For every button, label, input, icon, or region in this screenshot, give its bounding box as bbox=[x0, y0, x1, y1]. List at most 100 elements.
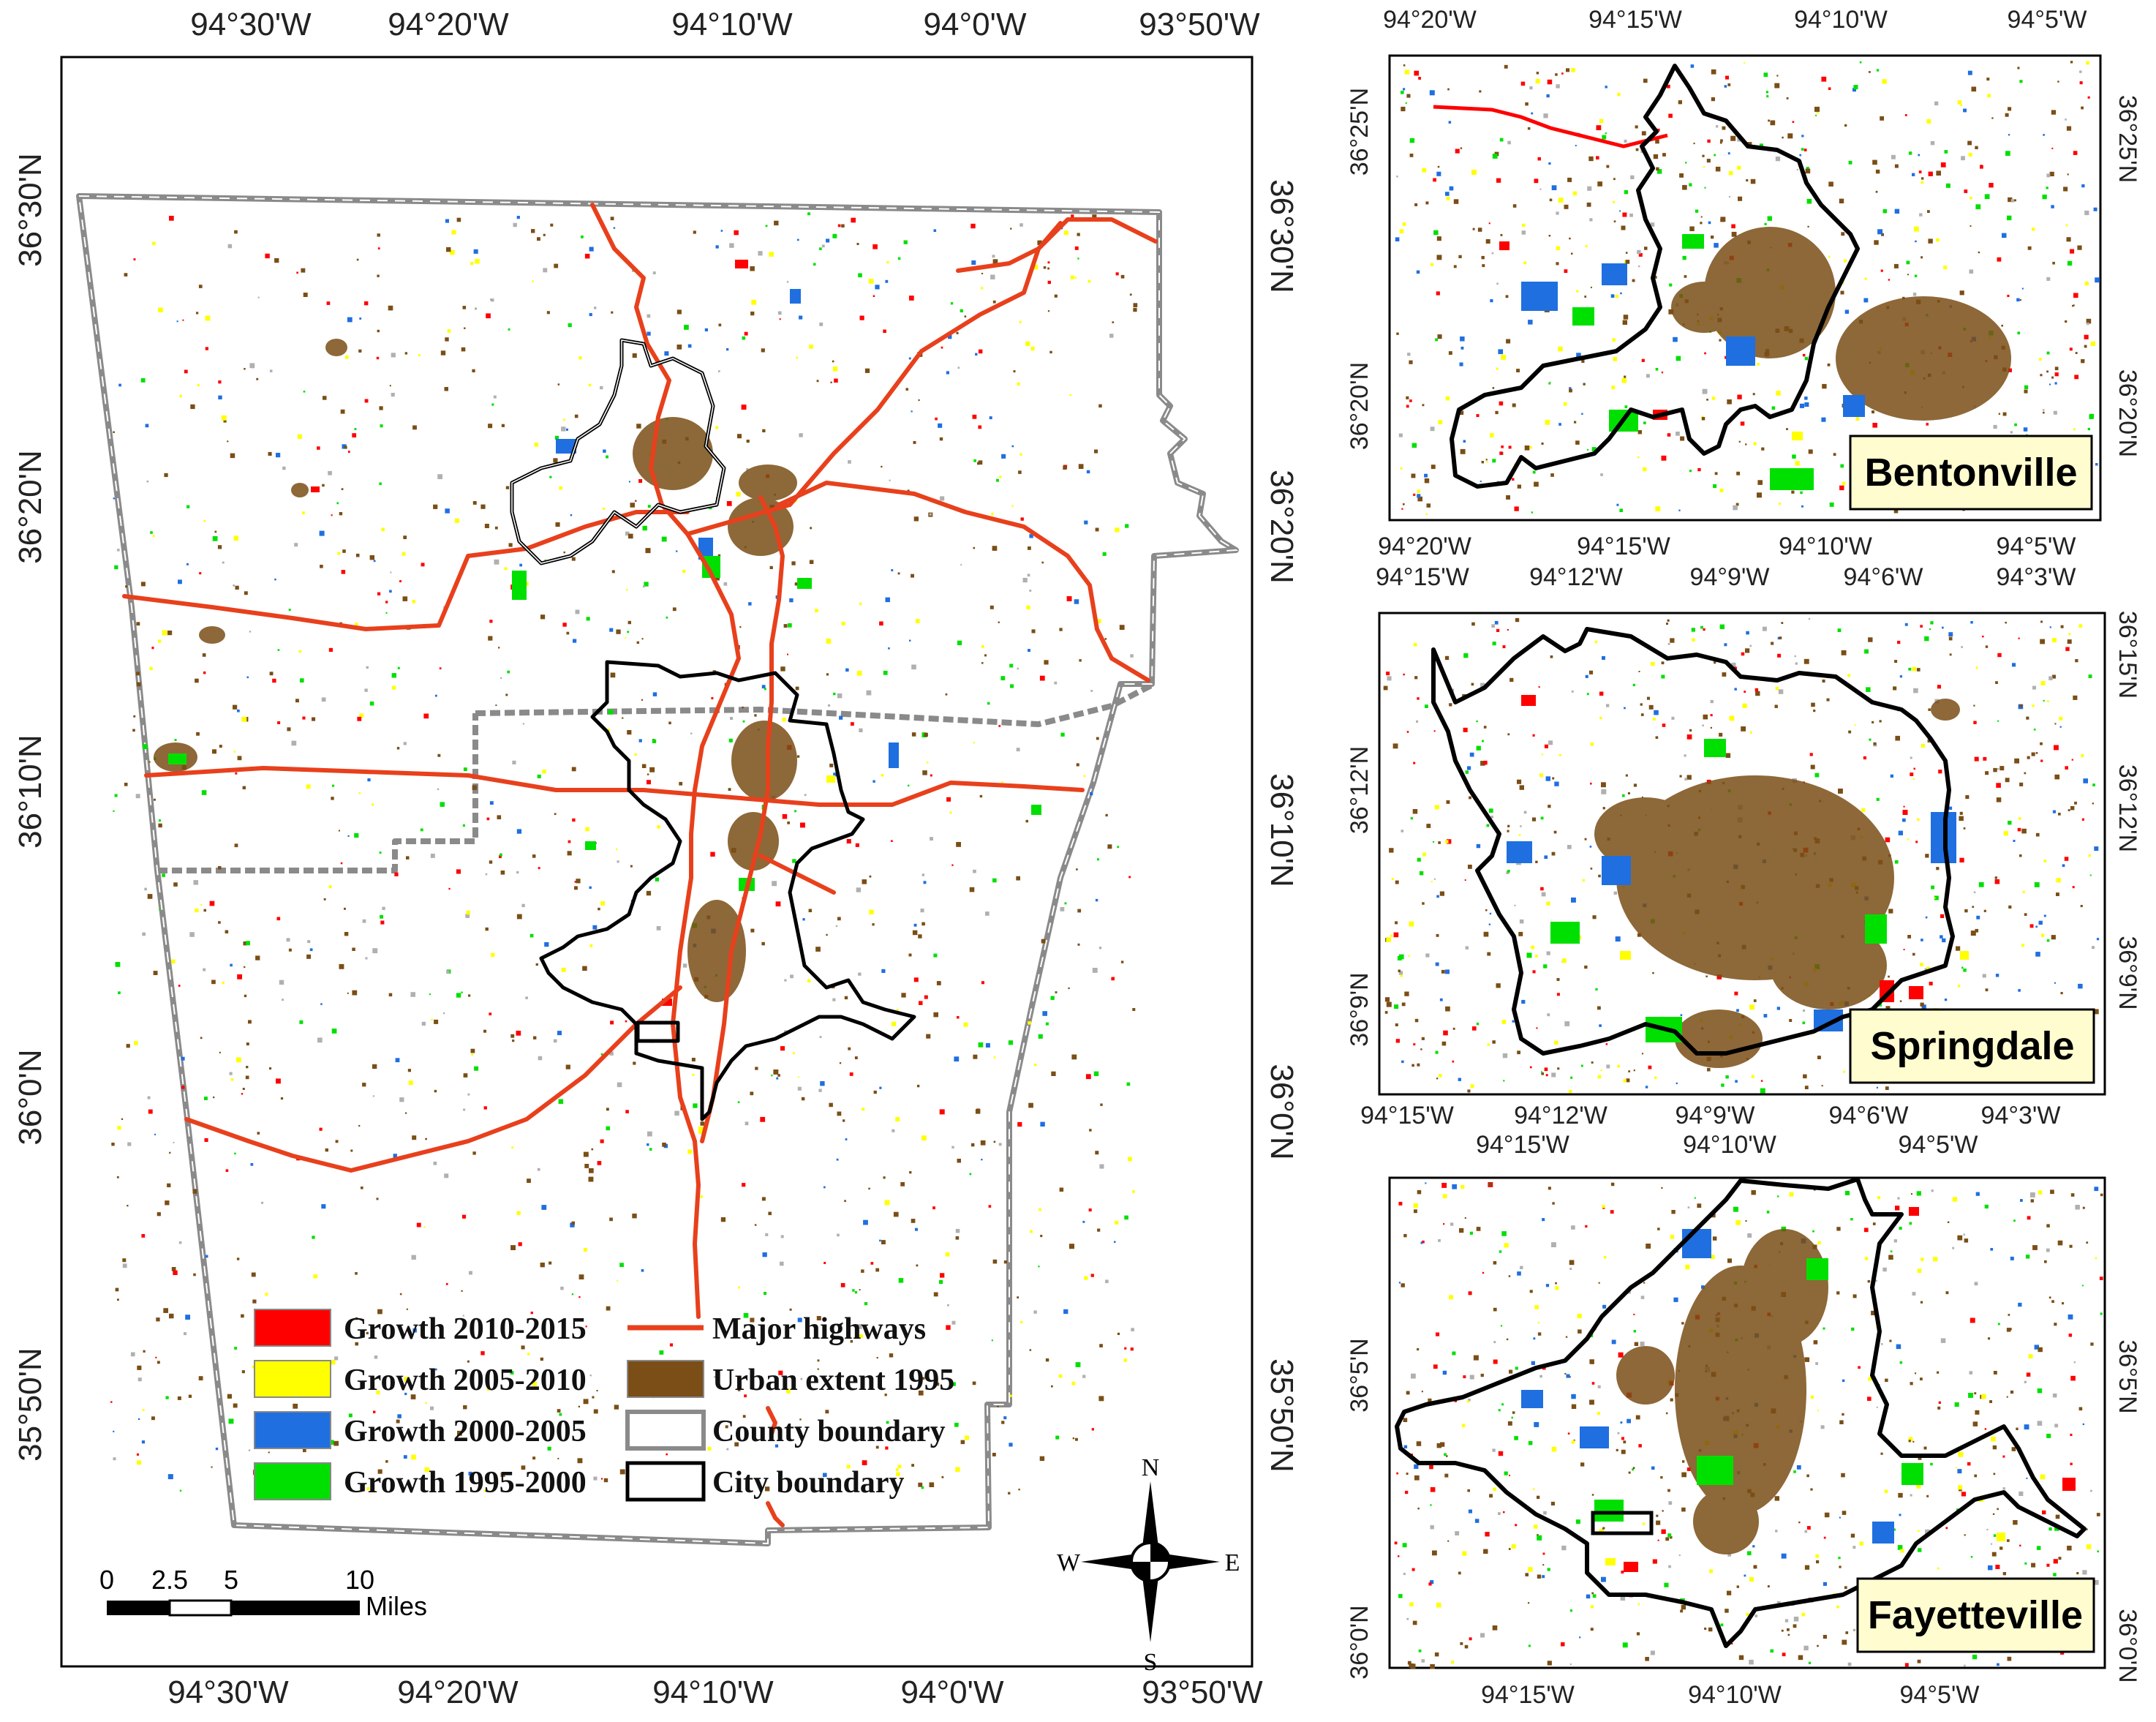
land-cover-speck bbox=[1885, 1086, 1889, 1090]
land-cover-speck bbox=[1991, 117, 1994, 119]
land-cover-speck bbox=[1753, 442, 1757, 445]
land-cover-speck bbox=[819, 247, 822, 250]
land-cover-speck bbox=[1793, 1470, 1796, 1473]
land-cover-speck bbox=[1646, 696, 1650, 700]
land-cover-speck bbox=[116, 1176, 119, 1178]
land-cover-speck bbox=[2038, 920, 2043, 925]
land-cover-speck bbox=[892, 1021, 897, 1026]
land-cover-speck bbox=[1424, 473, 1428, 478]
land-cover-speck bbox=[2036, 1546, 2041, 1550]
land-cover-speck bbox=[122, 1263, 127, 1268]
land-cover-speck bbox=[1539, 773, 1544, 778]
land-cover-speck bbox=[544, 559, 546, 561]
land-cover-speck bbox=[971, 260, 976, 265]
land-cover-speck bbox=[647, 780, 651, 785]
land-cover-speck bbox=[736, 492, 741, 497]
land-cover-speck bbox=[832, 998, 836, 1001]
land-cover-speck bbox=[162, 873, 165, 877]
land-cover-speck bbox=[1940, 162, 1946, 168]
land-cover-speck bbox=[1779, 636, 1782, 639]
land-cover-speck bbox=[133, 715, 136, 718]
land-cover-speck bbox=[1620, 292, 1622, 295]
land-cover-speck bbox=[921, 1135, 927, 1141]
land-cover-speck bbox=[1813, 710, 1816, 713]
land-cover-speck bbox=[858, 273, 862, 278]
land-cover-speck bbox=[1459, 362, 1463, 366]
land-cover-speck bbox=[472, 501, 477, 505]
land-cover-speck bbox=[2049, 626, 2051, 628]
land-cover-speck bbox=[1778, 503, 1781, 505]
land-cover-speck bbox=[1476, 414, 1480, 418]
inset-top-label: 94°5'W bbox=[1899, 1131, 1978, 1159]
land-cover-speck bbox=[924, 995, 928, 999]
land-cover-speck bbox=[1571, 252, 1573, 255]
main-top-label: 94°30'W bbox=[190, 7, 312, 42]
land-cover-speck bbox=[255, 955, 260, 960]
land-cover-speck bbox=[1045, 1022, 1049, 1026]
land-cover-speck bbox=[984, 654, 987, 657]
land-cover-speck bbox=[1030, 1230, 1033, 1233]
land-cover-speck bbox=[1395, 921, 1398, 925]
land-cover-speck bbox=[124, 273, 128, 277]
land-cover-speck bbox=[1980, 165, 1983, 169]
land-cover-speck bbox=[1781, 1553, 1787, 1559]
land-cover-speck bbox=[1571, 1225, 1575, 1230]
land-cover-speck bbox=[1115, 1220, 1119, 1225]
land-cover-speck bbox=[2034, 882, 2040, 887]
land-cover-speck bbox=[1707, 139, 1711, 143]
land-cover-speck bbox=[627, 730, 632, 735]
land-cover-speck bbox=[1900, 1549, 1904, 1553]
land-cover-speck bbox=[531, 229, 535, 233]
land-cover-speck bbox=[1534, 1305, 1539, 1309]
land-cover-speck bbox=[1414, 1464, 1419, 1469]
land-cover-speck bbox=[1551, 1446, 1557, 1452]
land-cover-speck bbox=[758, 251, 763, 256]
land-cover-speck bbox=[1692, 638, 1695, 642]
land-cover-speck bbox=[1398, 433, 1403, 437]
land-cover-speck bbox=[700, 1121, 705, 1126]
land-cover-speck bbox=[494, 526, 498, 530]
land-cover-speck bbox=[848, 1047, 851, 1050]
land-cover-speck bbox=[1931, 1189, 1934, 1192]
land-cover-speck bbox=[1984, 194, 1990, 200]
land-cover-speck bbox=[1086, 470, 1090, 474]
land-cover-speck bbox=[1508, 445, 1512, 449]
land-cover-speck bbox=[483, 1489, 486, 1492]
land-cover-speck bbox=[1916, 668, 1921, 672]
land-cover-speck bbox=[1485, 1532, 1490, 1537]
land-cover-speck bbox=[1022, 577, 1028, 583]
land-cover-speck bbox=[854, 1291, 858, 1294]
land-cover-speck bbox=[1520, 1266, 1523, 1269]
land-cover-speck bbox=[1453, 265, 1457, 268]
land-cover-speck bbox=[377, 329, 380, 333]
land-cover-speck bbox=[451, 230, 456, 235]
land-cover-speck bbox=[295, 699, 299, 703]
land-cover-speck bbox=[617, 860, 619, 863]
land-cover-speck bbox=[1668, 1501, 1673, 1505]
land-cover-speck bbox=[898, 1278, 904, 1283]
land-cover-speck bbox=[1088, 1208, 1092, 1212]
land-cover-speck bbox=[2043, 860, 2047, 862]
land-cover-speck bbox=[726, 501, 732, 506]
land-cover-speck bbox=[1493, 1261, 1497, 1265]
land-cover-speck bbox=[1968, 1393, 1973, 1398]
land-cover-speck bbox=[1937, 1371, 1940, 1374]
land-cover-speck bbox=[911, 1219, 916, 1223]
land-cover-speck bbox=[794, 582, 798, 586]
land-cover-speck bbox=[1757, 363, 1760, 366]
land-cover-speck bbox=[1902, 810, 1908, 815]
land-cover-speck bbox=[149, 666, 153, 671]
land-cover-speck bbox=[1564, 269, 1568, 273]
land-cover-speck bbox=[158, 639, 162, 643]
land-cover-speck bbox=[1445, 840, 1449, 843]
land-cover-speck bbox=[1869, 738, 1872, 741]
land-cover-speck bbox=[148, 761, 151, 763]
land-cover-speck bbox=[1902, 818, 1906, 822]
land-cover-speck bbox=[571, 1293, 574, 1296]
land-cover-speck bbox=[1970, 930, 1976, 936]
land-cover-speck bbox=[151, 647, 154, 650]
land-cover-speck bbox=[500, 871, 505, 875]
land-cover-speck bbox=[1745, 1220, 1747, 1222]
land-cover-speck bbox=[1664, 1582, 1669, 1587]
land-cover-speck bbox=[1464, 1644, 1469, 1649]
